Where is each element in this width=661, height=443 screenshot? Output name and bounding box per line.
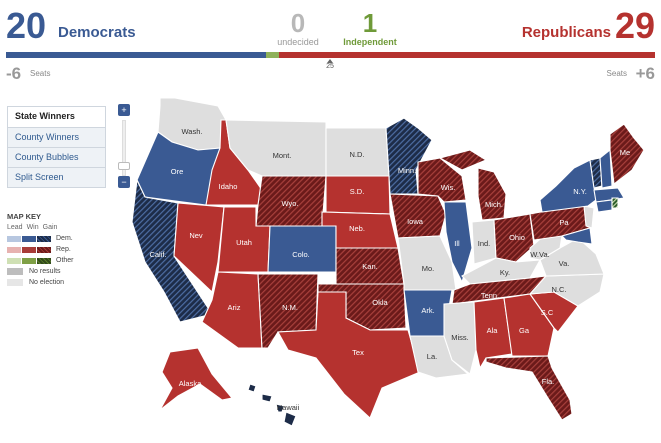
map-key-no-election-label: No election (29, 279, 65, 286)
state-hawaii[interactable] (247, 383, 297, 427)
state-tex[interactable] (277, 291, 421, 419)
independent-count: 1 (362, 8, 378, 38)
seat-summary: 20 Democrats 0 undecided 1 Independent R… (0, 0, 661, 83)
map-key-col-lead: Lead (7, 224, 23, 231)
zoom-slider-track[interactable] (122, 120, 126, 176)
map-key-columns: Lead Win Gain (7, 224, 107, 231)
swatch-dem-win (22, 235, 36, 242)
swatch-rep-win (22, 246, 36, 253)
state-md[interactable] (560, 227, 593, 245)
state-colo[interactable] (267, 225, 337, 273)
map-key-rep-label: Rep. (56, 246, 71, 253)
swatch-no-election (7, 279, 23, 286)
swatch-other-gain (37, 257, 51, 264)
state-conn[interactable] (595, 199, 613, 213)
majority-marker-arrow-icon (327, 59, 333, 63)
map-key-row-no-election: No election (7, 277, 107, 288)
swatch-rep-gain (37, 246, 51, 253)
republicans-seat-change: +6 (635, 64, 655, 83)
view-menu: State Winners County Winners County Bubb… (7, 106, 106, 188)
undecided-label: undecided (277, 37, 319, 47)
state-minn[interactable] (385, 117, 433, 195)
state-nev[interactable] (173, 202, 225, 294)
view-county-winners[interactable]: County Winners (8, 127, 105, 147)
democrats-seat-change: -6 (6, 64, 22, 83)
swatch-dem-gain (37, 235, 51, 242)
state-ohio[interactable] (493, 213, 535, 263)
state-sd[interactable] (325, 175, 391, 215)
state-ri[interactable] (611, 197, 619, 209)
republicans-seats-label: Seats (606, 69, 627, 78)
seat-bar-independent (265, 52, 279, 58)
state-ind[interactable] (471, 219, 497, 265)
map-key-other-label: Other (56, 257, 74, 264)
democrats-label: Democrats (58, 24, 136, 41)
view-split-screen[interactable]: Split Screen (8, 167, 105, 187)
map-key-no-results-label: No results (29, 268, 61, 275)
democrats-seats-label: Seats (30, 69, 51, 78)
zoom-slider-handle[interactable] (118, 162, 130, 170)
republicans-count: 29 (614, 5, 655, 46)
state-me[interactable] (609, 123, 645, 186)
democrats-count: 20 (6, 5, 47, 46)
map-key-col-win: Win (26, 224, 39, 231)
republicans-label: Republicans (521, 24, 611, 41)
swatch-other-lead (7, 257, 21, 264)
independent-label: Independent (343, 37, 397, 47)
zoom-in-icon[interactable]: + (118, 104, 130, 116)
state-alaska[interactable] (159, 347, 234, 411)
state-ny[interactable] (539, 159, 597, 213)
majority-marker-value: 25 (326, 63, 334, 70)
seat-bar-democrats (6, 52, 266, 58)
map-key-row-no-results: No results (7, 266, 107, 277)
map-key: MAP KEY Lead Win Gain Dem. Rep. Other No… (7, 212, 107, 288)
state-mich-upper[interactable] (438, 149, 488, 171)
swatch-no-results (7, 268, 23, 275)
state-nj[interactable] (583, 205, 595, 229)
state-kan[interactable] (335, 247, 405, 285)
view-county-bubbles[interactable]: County Bubbles (8, 147, 105, 167)
majority-marker: 25 (322, 59, 338, 70)
state-iowa[interactable] (389, 193, 447, 239)
seat-bar-republicans (278, 52, 655, 58)
view-state-winners[interactable]: State Winners (8, 107, 105, 127)
map-key-col-gain: Gain (42, 224, 58, 231)
map-key-row-other: Other (7, 255, 107, 266)
state-fla[interactable] (485, 355, 573, 421)
seat-balance-bar (6, 52, 655, 58)
state-nh[interactable] (599, 148, 613, 189)
state-mich[interactable] (477, 167, 507, 221)
state-ill[interactable] (443, 201, 473, 284)
state-calif[interactable] (131, 178, 213, 323)
state-wyo[interactable] (255, 175, 327, 227)
map-key-title: MAP KEY (7, 212, 42, 221)
swatch-rep-lead (7, 246, 21, 253)
map-key-row-dem: Dem. (7, 233, 107, 244)
state-wis[interactable] (417, 157, 467, 203)
map-key-row-rep: Rep. (7, 244, 107, 255)
swatch-other-win (22, 257, 36, 264)
state-ga[interactable] (503, 293, 555, 357)
undecided-count: 0 (290, 8, 306, 38)
map-key-dem-label: Dem. (56, 235, 73, 242)
swatch-dem-lead (7, 235, 21, 242)
state-mo[interactable] (397, 235, 457, 291)
zoom-out-icon[interactable]: − (118, 176, 130, 188)
state-nd[interactable] (325, 127, 390, 177)
